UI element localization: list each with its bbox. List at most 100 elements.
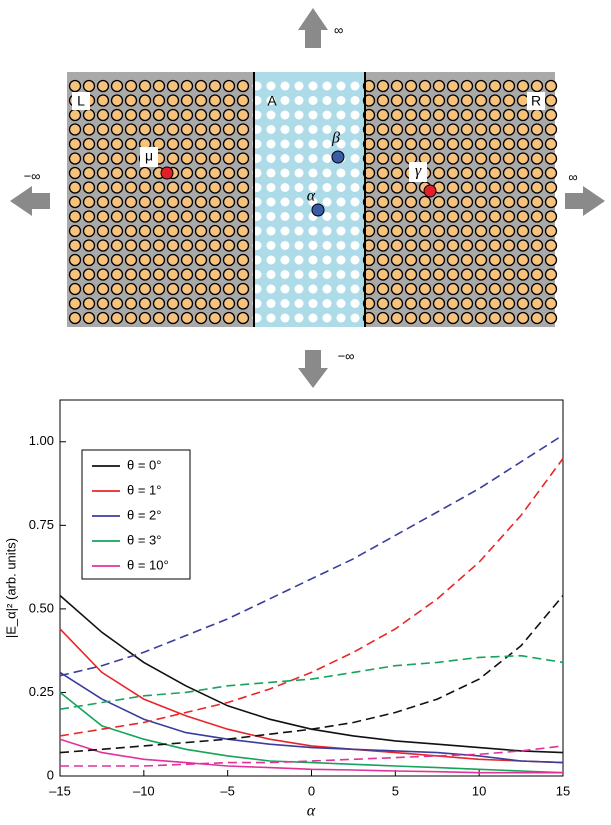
rod [112,313,123,324]
rod [182,269,193,280]
arrow-down [298,350,328,388]
point [161,167,173,179]
hole [281,241,290,250]
rod [504,110,515,121]
rod [112,139,123,150]
rod [378,240,389,251]
rod [434,153,445,164]
rod [126,298,137,309]
rod [462,240,473,251]
rod [490,269,501,280]
rod [98,197,109,208]
rod [518,182,529,193]
hole [323,154,332,163]
rod [518,168,529,179]
rod [448,95,459,106]
rod [224,211,235,222]
arrow-left [10,186,50,216]
rod [112,226,123,237]
rod [210,139,221,150]
rod [154,313,165,324]
rod [462,153,473,164]
rod [546,110,557,121]
rod [98,182,109,193]
hole [309,285,318,294]
hole [323,82,332,91]
hole [351,183,360,192]
rod [210,197,221,208]
rod [378,95,389,106]
rod [476,255,487,266]
rod [154,269,165,280]
hole [281,96,290,105]
rod [112,240,123,251]
point-label: β [331,130,340,147]
hole [351,212,360,221]
rod [546,313,557,324]
rod [70,139,81,150]
rod [84,269,95,280]
rod [490,139,501,150]
rod [378,255,389,266]
rod [462,284,473,295]
rod [70,298,81,309]
rod [532,240,543,251]
rod [112,182,123,193]
hole [337,82,346,91]
rod [238,168,249,179]
rod [84,255,95,266]
rod [140,110,151,121]
rod [168,240,179,251]
rod [476,168,487,179]
rod [490,110,501,121]
rod [406,211,417,222]
rod [462,211,473,222]
rod [448,255,459,266]
legend-label: θ = 1° [127,482,161,497]
hole [351,96,360,105]
rod [532,269,543,280]
rod [378,139,389,150]
rod [140,197,151,208]
rod [224,182,235,193]
series-line [60,672,563,762]
hole [267,314,276,323]
rod [420,81,431,92]
hole [267,140,276,149]
rod [546,298,557,309]
rod [518,197,529,208]
rod [476,211,487,222]
rod [378,269,389,280]
y-tick-label: 0.50 [29,600,54,615]
rod [196,168,207,179]
figure: L A R μ β α γ ∞ −∞ ∞ −∞ α |E_α|² (arb. u… [0,0,611,825]
series-line [60,656,563,710]
diagram: L A R μ β α γ ∞ −∞ ∞ −∞ [10,8,605,388]
rod [504,226,515,237]
rod [154,182,165,193]
rod [70,124,81,135]
rod [462,298,473,309]
rod [196,110,207,121]
rod [140,269,151,280]
rod [182,153,193,164]
rod [434,95,445,106]
hole [295,299,304,308]
rod [154,95,165,106]
hole [281,183,290,192]
rod [434,298,445,309]
rod [154,81,165,92]
hole [337,241,346,250]
rod [476,182,487,193]
rod [98,313,109,324]
rod [154,124,165,135]
rod [476,95,487,106]
rod [434,284,445,295]
rod [532,255,543,266]
rod [112,284,123,295]
rod [476,153,487,164]
hole [281,140,290,149]
rod [504,240,515,251]
rod [168,255,179,266]
rod [196,284,207,295]
